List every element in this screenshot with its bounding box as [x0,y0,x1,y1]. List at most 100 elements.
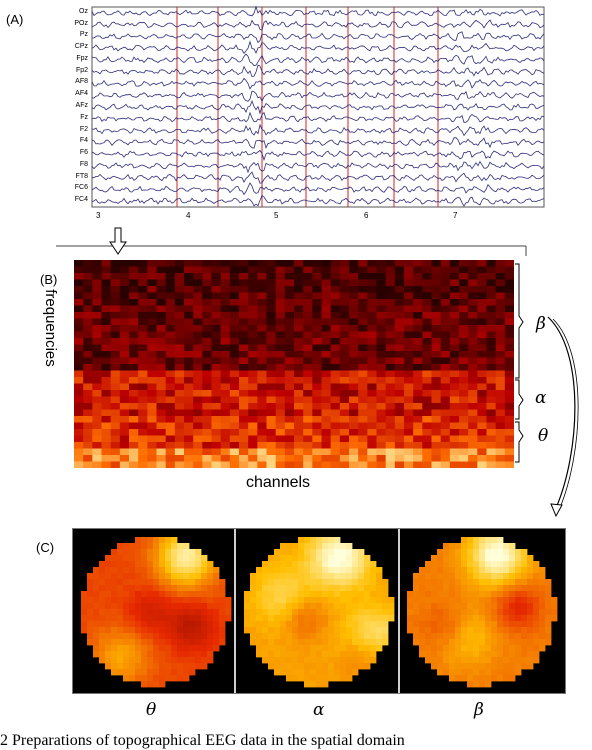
topomap-pixel [135,537,142,544]
band-label-theta: θ [538,426,549,446]
topomap-pixel [376,579,383,586]
heatmap-cell [321,409,332,417]
heatmap-cell [184,390,194,397]
heatmap-cell [92,448,102,456]
topomap-pixel [183,555,190,562]
heatmap-cell [110,370,121,378]
topomap-pixel [461,543,468,550]
heatmap-cell [294,435,304,443]
heatmap-cell [101,461,112,468]
heatmap-cell [321,292,332,300]
topomap-pixel [467,543,474,550]
heatmap-cell [284,364,295,371]
topomap-pixel [111,645,118,652]
topomap-pixel [539,579,546,586]
heatmap-cell [257,455,267,462]
heatmap-cell [220,260,231,267]
heatmap-cell [468,396,478,404]
heatmap-cell [74,390,84,397]
topomap-pixel [509,621,516,628]
topomap-pixel [171,549,178,556]
heatmap-cell [459,461,469,468]
heatmap-cell [184,429,194,436]
heatmap-cell [440,422,451,430]
heatmap-cell [404,396,414,404]
heatmap-cell [349,344,359,352]
topomap-pixel [81,615,88,622]
topomap-pixel [183,669,190,676]
heatmap-cell [83,286,93,293]
topomap-pixel [262,597,269,604]
heatmap-cell [138,338,148,345]
heatmap-cell [275,416,286,423]
topomap-pixel [298,609,305,616]
topomap-pixel [183,645,190,652]
heatmap-cell [349,292,359,300]
heatmap-cell [202,435,212,443]
topomap-pixel [461,639,468,646]
heatmap-cell [275,461,286,468]
heatmap-cell [449,364,460,371]
topomap-pixel [256,651,263,658]
heatmap-cell [110,377,121,384]
heatmap-cell [349,448,359,456]
topomap-pixel [201,567,208,574]
topomap-pixel [515,567,522,574]
topomap-pixel [425,567,432,574]
heatmap-cell [477,429,487,436]
topomap-pixel [171,585,178,592]
heatmap-cell [385,331,396,339]
heatmap-cell [147,344,157,352]
heatmap-cell [83,364,93,371]
heatmap-cell [394,370,405,378]
topomap-pixel [509,561,516,568]
heatmap-cell [413,442,423,449]
topomap-pixel [515,639,522,646]
panel-label-a: (A) [6,12,24,27]
topomap-pixel [551,597,558,604]
topomap-pixel [177,621,184,628]
topomap-pixel [449,621,456,628]
heatmap-cell [193,448,203,456]
heatmap-cell [138,260,148,267]
topomap-pixel [256,645,263,652]
heatmap-cell [147,429,157,436]
topomap-pixel [479,567,486,574]
heatmap-cell [239,344,249,352]
topomap-pixel [292,651,299,658]
heatmap-cell [110,364,121,371]
heatmap-cell [404,448,414,456]
topomap-pixel [189,669,196,676]
topomap-pixel [310,573,317,580]
heatmap-cell [239,279,249,287]
topomap-pixel [268,603,275,610]
topomap-pixel [467,591,474,598]
topomap-pixel [280,567,287,574]
topomap-pixel [509,591,516,598]
heatmap-cell [468,435,478,443]
topomap-pixel [129,615,136,622]
topomap-pixel [153,669,160,676]
heatmap-cell [404,416,414,423]
topomap-pixel [286,579,293,586]
heatmap-cell [138,448,148,456]
topomap-pixel [431,639,438,646]
topomap-pixel [431,627,438,634]
heatmap-cell [110,312,121,319]
heatmap-cell [431,403,442,410]
heatmap-cell [211,416,222,423]
topomap-pixel [461,651,468,658]
heatmap-cell [321,305,332,313]
topomap-pixel [491,633,498,640]
heatmap-cell [229,429,240,436]
eeg-plot-frame [91,6,545,208]
heatmap-cell [156,338,167,345]
heatmap-cell [202,461,212,468]
topomap-pixel [280,615,287,622]
heatmap-cell [229,409,240,417]
heatmap-cell [495,273,506,280]
topomap-pixel [280,651,287,658]
topomap-pixel [213,603,220,610]
heatmap-cell [229,325,240,332]
topomap-pixel [449,543,456,550]
